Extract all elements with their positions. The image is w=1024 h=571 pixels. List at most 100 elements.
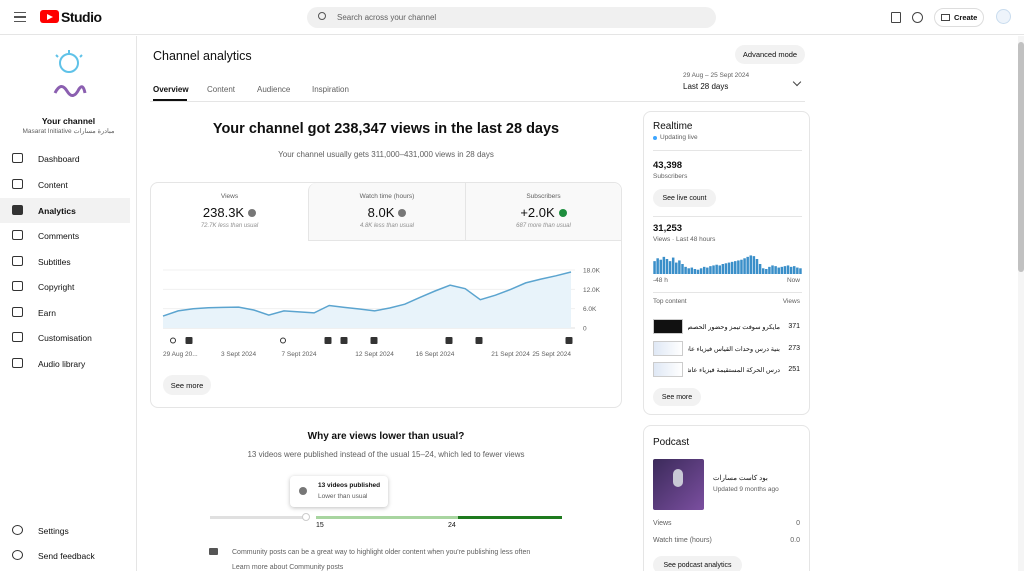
community-link[interactable]: Learn more about Community posts — [232, 564, 344, 571]
realtime-bar — [774, 266, 777, 274]
tab[interactable]: Audience — [257, 85, 291, 94]
metric-tab[interactable]: Subscribers +2.0K 687 more than usual — [465, 183, 621, 241]
nav-item[interactable]: Audio library — [0, 351, 130, 376]
nav-item[interactable]: Content — [0, 172, 130, 197]
nav-item[interactable]: Comments — [0, 223, 130, 248]
realtime-bar — [671, 257, 675, 274]
realtime-bar — [709, 266, 712, 274]
nav-item[interactable]: Customisation — [0, 325, 130, 350]
metric-label: Subscribers — [526, 193, 561, 200]
divider — [653, 216, 802, 217]
period-chevron[interactable] — [792, 77, 802, 87]
metric-badge — [558, 208, 567, 217]
nav-item[interactable]: Send feedback — [0, 543, 130, 568]
realtime-bar — [743, 258, 746, 274]
menu-button[interactable] — [14, 12, 26, 22]
realtime-bar — [693, 269, 697, 274]
period[interactable]: Last 28 days — [683, 82, 729, 91]
video-title[interactable]: درس الحركة المستقيمة فيزياء عاشر... — [688, 367, 780, 374]
nav-label: Send feedback — [38, 551, 95, 561]
nav-label: Copyright — [38, 282, 75, 292]
views-chart: 0 6.0K 12.0K 18.0K 29 Aug 20... 3 Sept 2024 7 … — [162, 268, 601, 358]
realtime-bar — [653, 261, 656, 274]
video-thumbnail[interactable] — [653, 341, 683, 356]
header: Studio Search across your channel Create — [0, 0, 1024, 35]
subscriber-count: 43,398 — [653, 160, 683, 171]
see-more-button[interactable]: See more — [653, 388, 701, 406]
nav-label: Audio library — [38, 359, 86, 369]
nav-item[interactable]: Dashboard — [0, 146, 130, 171]
realtime-bar — [702, 266, 706, 274]
realtime-bar — [734, 261, 737, 274]
metric-note: 72.7K less than usual — [200, 223, 259, 229]
realtime-bar — [752, 256, 756, 274]
realtime-bar — [721, 264, 725, 274]
tabs-divider — [150, 101, 805, 102]
advanced-mode-button[interactable]: Advanced mode — [735, 45, 805, 64]
tab[interactable]: Content — [207, 85, 236, 94]
realtime-bar — [786, 265, 790, 274]
realtime-bar — [796, 267, 799, 274]
x-tick-label: 3 Sept 2024 — [221, 351, 256, 358]
nav-icon — [12, 179, 23, 189]
podcast-updated: Updated 9 months ago — [713, 486, 779, 493]
nav-icon — [12, 307, 23, 317]
tab[interactable]: Overview — [153, 85, 189, 94]
nav-item[interactable]: Earn — [0, 300, 130, 325]
video-thumbnail[interactable] — [653, 319, 683, 334]
live-count-button[interactable]: See live count — [653, 189, 716, 207]
help-icon[interactable] — [912, 12, 923, 23]
create-button[interactable]: Create — [934, 8, 984, 27]
search-box[interactable]: Search across your channel — [307, 7, 716, 28]
video-title[interactable]: بنية درس وحدات القياس فيزياء عاشر... — [688, 346, 780, 353]
why-text: 13 videos were published instead of the … — [247, 450, 525, 459]
feedback-icon[interactable] — [891, 12, 901, 23]
nav-label: Earn — [38, 308, 56, 318]
video-thumbnail[interactable] — [653, 362, 683, 377]
views-label: Views · Last 48 hours — [653, 236, 716, 243]
search-placeholder: Search across your channel — [337, 12, 437, 22]
realtime-bar — [783, 266, 787, 274]
nav-label: Subtitles — [38, 257, 71, 267]
metric-note: 4.8K less than usual — [359, 223, 415, 229]
community-icon — [209, 548, 218, 555]
realtime-bar — [749, 255, 753, 274]
nav-icon — [12, 153, 23, 163]
realtime-bar — [706, 267, 709, 274]
avatar[interactable] — [996, 9, 1011, 24]
podcast-thumbnail[interactable] — [653, 459, 704, 510]
divider — [653, 150, 802, 151]
upload-marker — [445, 337, 453, 344]
realtime-bar — [771, 265, 774, 274]
nav-item[interactable]: Settings — [0, 518, 130, 543]
podcast-button[interactable]: See podcast analytics — [653, 556, 742, 571]
realtime-bar — [799, 268, 802, 274]
page-title: Channel analytics — [153, 49, 252, 63]
video-title[interactable]: مايكرو سوفت تيمز وحضور الحصص... — [688, 324, 780, 331]
why-title: Why are views lower than usual? — [307, 431, 465, 442]
metric-value: 8.0K — [367, 205, 395, 221]
tab[interactable]: Inspiration — [312, 85, 349, 94]
realtime-bar — [789, 266, 793, 274]
date-range: 29 Aug – 25 Sept 2024 — [683, 72, 750, 79]
metric-tab[interactable]: Watch time (hours) 8.0K 4.8K less than usu… — [308, 183, 465, 241]
podcast-watch-label: Watch time (hours) — [653, 537, 712, 544]
scrollbar[interactable] — [1018, 36, 1024, 571]
metric-tab[interactable]: Views 238.3K 72.7K less than usual — [151, 183, 308, 241]
realtime-bar — [765, 269, 768, 274]
nav-item[interactable]: Copyright — [0, 274, 130, 299]
podcast-name: بود كاست مسارات — [713, 475, 768, 482]
nav-icon — [12, 525, 23, 535]
nav-item[interactable]: Analytics — [0, 198, 130, 223]
channel-logo[interactable] — [49, 49, 89, 105]
metric-row: Views 238.3K 72.7K less than usual Watch ti… — [151, 183, 621, 241]
nav-item[interactable]: Subtitles — [0, 249, 130, 274]
overview-card: Views 238.3K 72.7K less than usual Watch ti… — [150, 182, 622, 408]
see-more-button[interactable]: See more — [163, 375, 211, 395]
logo-icon[interactable] — [40, 10, 59, 23]
channel-name: مبادرة مسارات Masarat Initiative — [22, 128, 115, 135]
logo-text[interactable]: Studio — [61, 9, 102, 25]
x-tick-label: 25 Sept 2024 — [532, 351, 571, 358]
sidebar: Your channel مبادرة مسارات Masarat Initi… — [0, 36, 137, 571]
x-tick-label: 21 Sept 2024 — [491, 351, 530, 358]
